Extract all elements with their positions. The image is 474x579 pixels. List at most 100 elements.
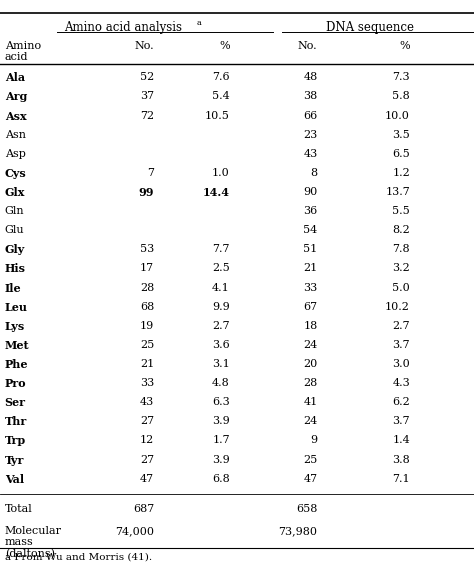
Text: 4.8: 4.8 <box>212 378 230 388</box>
Text: Amino
acid: Amino acid <box>5 41 41 62</box>
Text: 28: 28 <box>140 283 154 292</box>
Text: Ser: Ser <box>5 397 26 408</box>
Text: 43: 43 <box>303 149 318 159</box>
Text: 7.3: 7.3 <box>392 72 410 82</box>
Text: DNA sequence: DNA sequence <box>326 21 414 34</box>
Text: 43: 43 <box>140 397 154 407</box>
Text: 14.4: 14.4 <box>203 187 230 198</box>
Text: 52: 52 <box>140 72 154 82</box>
Text: 1.7: 1.7 <box>212 435 230 445</box>
Text: 27: 27 <box>140 455 154 464</box>
Text: Total: Total <box>5 504 33 514</box>
Text: Trp: Trp <box>5 435 26 446</box>
Text: %: % <box>400 41 410 50</box>
Text: Molecular
mass
(daltons): Molecular mass (daltons) <box>5 526 62 559</box>
Text: 68: 68 <box>140 302 154 312</box>
Text: 47: 47 <box>303 474 318 483</box>
Text: 47: 47 <box>140 474 154 483</box>
Text: No.: No. <box>135 41 154 50</box>
Text: 67: 67 <box>303 302 318 312</box>
Text: 3.8: 3.8 <box>392 455 410 464</box>
Text: 3.6: 3.6 <box>212 340 230 350</box>
Text: 6.3: 6.3 <box>212 397 230 407</box>
Text: 73,980: 73,980 <box>279 526 318 536</box>
Text: 2.5: 2.5 <box>212 263 230 273</box>
Text: 17: 17 <box>140 263 154 273</box>
Text: Ile: Ile <box>5 283 21 294</box>
Text: 54: 54 <box>303 225 318 235</box>
Text: 3.7: 3.7 <box>392 340 410 350</box>
Text: 3.9: 3.9 <box>212 416 230 426</box>
Text: Asx: Asx <box>5 111 27 122</box>
Text: Amino acid analysis: Amino acid analysis <box>64 21 182 34</box>
Text: 1.2: 1.2 <box>392 168 410 178</box>
Text: 4.3: 4.3 <box>392 378 410 388</box>
Text: Phe: Phe <box>5 359 28 370</box>
Text: 3.5: 3.5 <box>392 130 410 140</box>
Text: a: a <box>197 19 201 27</box>
Text: 33: 33 <box>303 283 318 292</box>
Text: 74,000: 74,000 <box>115 526 154 536</box>
Text: Met: Met <box>5 340 29 351</box>
Text: Lys: Lys <box>5 321 25 332</box>
Text: Gln: Gln <box>5 206 24 216</box>
Text: 10.0: 10.0 <box>385 111 410 120</box>
Text: Arg: Arg <box>5 91 27 102</box>
Text: 99: 99 <box>138 187 154 198</box>
Text: 5.8: 5.8 <box>392 91 410 101</box>
Text: 90: 90 <box>303 187 318 197</box>
Text: 3.1: 3.1 <box>212 359 230 369</box>
Text: 9.9: 9.9 <box>212 302 230 312</box>
Text: 24: 24 <box>303 416 318 426</box>
Text: 6.2: 6.2 <box>392 397 410 407</box>
Text: Cys: Cys <box>5 168 27 179</box>
Text: 66: 66 <box>303 111 318 120</box>
Text: 18: 18 <box>303 321 318 331</box>
Text: 48: 48 <box>303 72 318 82</box>
Text: No.: No. <box>298 41 318 50</box>
Text: Thr: Thr <box>5 416 27 427</box>
Text: 20: 20 <box>303 359 318 369</box>
Text: 3.2: 3.2 <box>392 263 410 273</box>
Text: 3.7: 3.7 <box>392 416 410 426</box>
Text: 7.7: 7.7 <box>212 244 230 254</box>
Text: Ala: Ala <box>5 72 25 83</box>
Text: 38: 38 <box>303 91 318 101</box>
Text: 3.0: 3.0 <box>392 359 410 369</box>
Text: 28: 28 <box>303 378 318 388</box>
Text: 23: 23 <box>303 130 318 140</box>
Text: 10.2: 10.2 <box>385 302 410 312</box>
Text: Glx: Glx <box>5 187 25 198</box>
Text: Pro: Pro <box>5 378 27 389</box>
Text: 12: 12 <box>140 435 154 445</box>
Text: 3.9: 3.9 <box>212 455 230 464</box>
Text: 24: 24 <box>303 340 318 350</box>
Text: Glu: Glu <box>5 225 24 235</box>
Text: 1.0: 1.0 <box>212 168 230 178</box>
Text: 6.5: 6.5 <box>392 149 410 159</box>
Text: 36: 36 <box>303 206 318 216</box>
Text: Gly: Gly <box>5 244 25 255</box>
Text: 2.7: 2.7 <box>212 321 230 331</box>
Text: 10.5: 10.5 <box>205 111 230 120</box>
Text: 51: 51 <box>303 244 318 254</box>
Text: 41: 41 <box>303 397 318 407</box>
Text: 27: 27 <box>140 416 154 426</box>
Text: 25: 25 <box>303 455 318 464</box>
Text: 21: 21 <box>303 263 318 273</box>
Text: 7.6: 7.6 <box>212 72 230 82</box>
Text: 21: 21 <box>140 359 154 369</box>
Text: 37: 37 <box>140 91 154 101</box>
Text: 7.1: 7.1 <box>392 474 410 483</box>
Text: 5.4: 5.4 <box>212 91 230 101</box>
Text: 8: 8 <box>310 168 318 178</box>
Text: 5.5: 5.5 <box>392 206 410 216</box>
Text: 658: 658 <box>296 504 318 514</box>
Text: 72: 72 <box>140 111 154 120</box>
Text: 13.7: 13.7 <box>385 187 410 197</box>
Text: Tyr: Tyr <box>5 455 24 466</box>
Text: %: % <box>219 41 230 50</box>
Text: 2.7: 2.7 <box>392 321 410 331</box>
Text: 9: 9 <box>310 435 318 445</box>
Text: 7: 7 <box>147 168 154 178</box>
